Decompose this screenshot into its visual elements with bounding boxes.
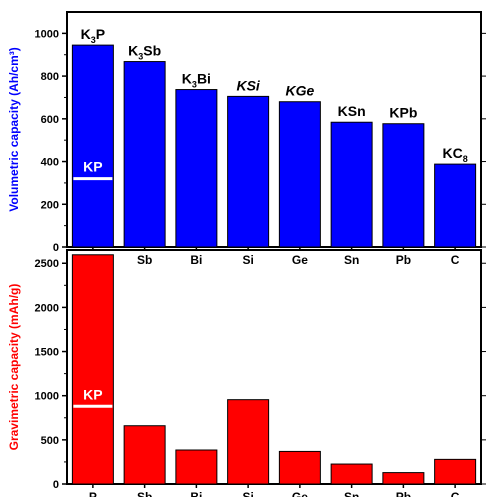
bar-ge — [278, 101, 321, 248]
x-tick-label: Bi — [190, 253, 202, 267]
plot-frame — [66, 11, 482, 248]
bar-ge — [278, 450, 321, 485]
phase-label: KSi — [236, 77, 260, 93]
bar-bi — [175, 449, 218, 485]
phase-label-sub: 3 — [138, 52, 143, 62]
phase-label: K3P — [81, 26, 105, 45]
x-tick-label: Sn — [344, 253, 359, 267]
phase-label: K3Bi — [182, 71, 211, 90]
bar-bi — [175, 89, 218, 248]
bar-sb — [123, 61, 166, 248]
phase-label-base: KSn — [338, 103, 366, 119]
phase-label-sub: 3 — [192, 80, 197, 90]
y-tick-label: 0 — [53, 479, 59, 491]
x-tick-label: Pb — [396, 253, 411, 267]
y-tick-label: 1000 — [35, 391, 59, 403]
phase-label-base: KGe — [285, 83, 314, 99]
plot-frame — [66, 249, 482, 485]
y-tick-label: 600 — [41, 114, 59, 126]
phase-label-base: KSi — [236, 77, 260, 93]
y-axis-label: Volumetric capacity (Ah/cm³) — [7, 47, 21, 211]
phase-label-rest: Bi — [197, 71, 211, 87]
kp-marker-label: KP — [83, 159, 102, 175]
phase-label-rest: P — [96, 26, 105, 42]
bar-sb — [123, 425, 166, 485]
x-tick-label: Sb — [137, 490, 152, 497]
x-tick-label: Sb — [137, 253, 152, 267]
y-tick-label: 200 — [41, 199, 59, 211]
bar-c — [434, 458, 477, 485]
phase-label-base: KPb — [389, 105, 417, 121]
bar-p — [71, 254, 114, 485]
phase-label-sub: 3 — [91, 35, 96, 45]
x-tick-label: Bi — [190, 490, 202, 497]
y-axis-label: Gravimetric capacity (mAh/g) — [7, 284, 21, 451]
x-tick-label: C — [451, 253, 460, 267]
bar-pb — [382, 472, 425, 485]
bar-si — [227, 399, 270, 485]
y-tick-label: 0 — [53, 242, 59, 254]
y-tick-label: 500 — [41, 435, 59, 447]
x-tick-label: Si — [242, 490, 253, 497]
bar-p — [71, 44, 114, 248]
kp-marker-label: KP — [83, 386, 102, 402]
x-tick-label: Si — [242, 253, 253, 267]
y-tick-label: 2000 — [35, 302, 59, 314]
y-tick-label: 800 — [41, 71, 59, 83]
x-tick-label: P — [89, 490, 97, 497]
phase-label: KPb — [389, 105, 417, 121]
volumetric-panel: 02004006008001000PSbBiSiGeSnPbCKPK3PK3Sb… — [7, 11, 486, 267]
bar-sn — [330, 463, 373, 485]
phase-label-base: KC — [443, 145, 463, 161]
x-tick-label: Ge — [292, 253, 308, 267]
y-tick-label: 1500 — [35, 347, 59, 359]
bar-sn — [330, 121, 373, 248]
x-tick-label: Pb — [396, 490, 411, 497]
x-tick-label: Ge — [292, 490, 308, 497]
phase-label: KSn — [338, 103, 366, 119]
phase-label: KC8 — [443, 145, 468, 164]
y-tick-label: 2500 — [35, 258, 59, 270]
phase-label-base: K — [182, 71, 192, 87]
phase-label-base: K — [128, 43, 138, 59]
bar-c — [434, 163, 477, 248]
phase-label-sub: 8 — [463, 154, 468, 164]
phase-label: KGe — [285, 83, 314, 99]
phase-label-base: K — [81, 26, 91, 42]
y-tick-label: 400 — [41, 157, 59, 169]
x-tick-label: C — [451, 490, 460, 497]
y-tick-label: 1000 — [35, 28, 59, 40]
bar-si — [227, 95, 270, 248]
phase-label: K3Sb — [128, 43, 161, 62]
phase-label-rest: Sb — [143, 43, 161, 59]
gravimetric-panel: 0 500 1000 1500 2000 2500 P Sb Bi Si Ge Sn Pb C KP Grav… — [7, 249, 486, 497]
bar-pb — [382, 123, 425, 248]
x-tick-label: Sn — [344, 490, 359, 497]
